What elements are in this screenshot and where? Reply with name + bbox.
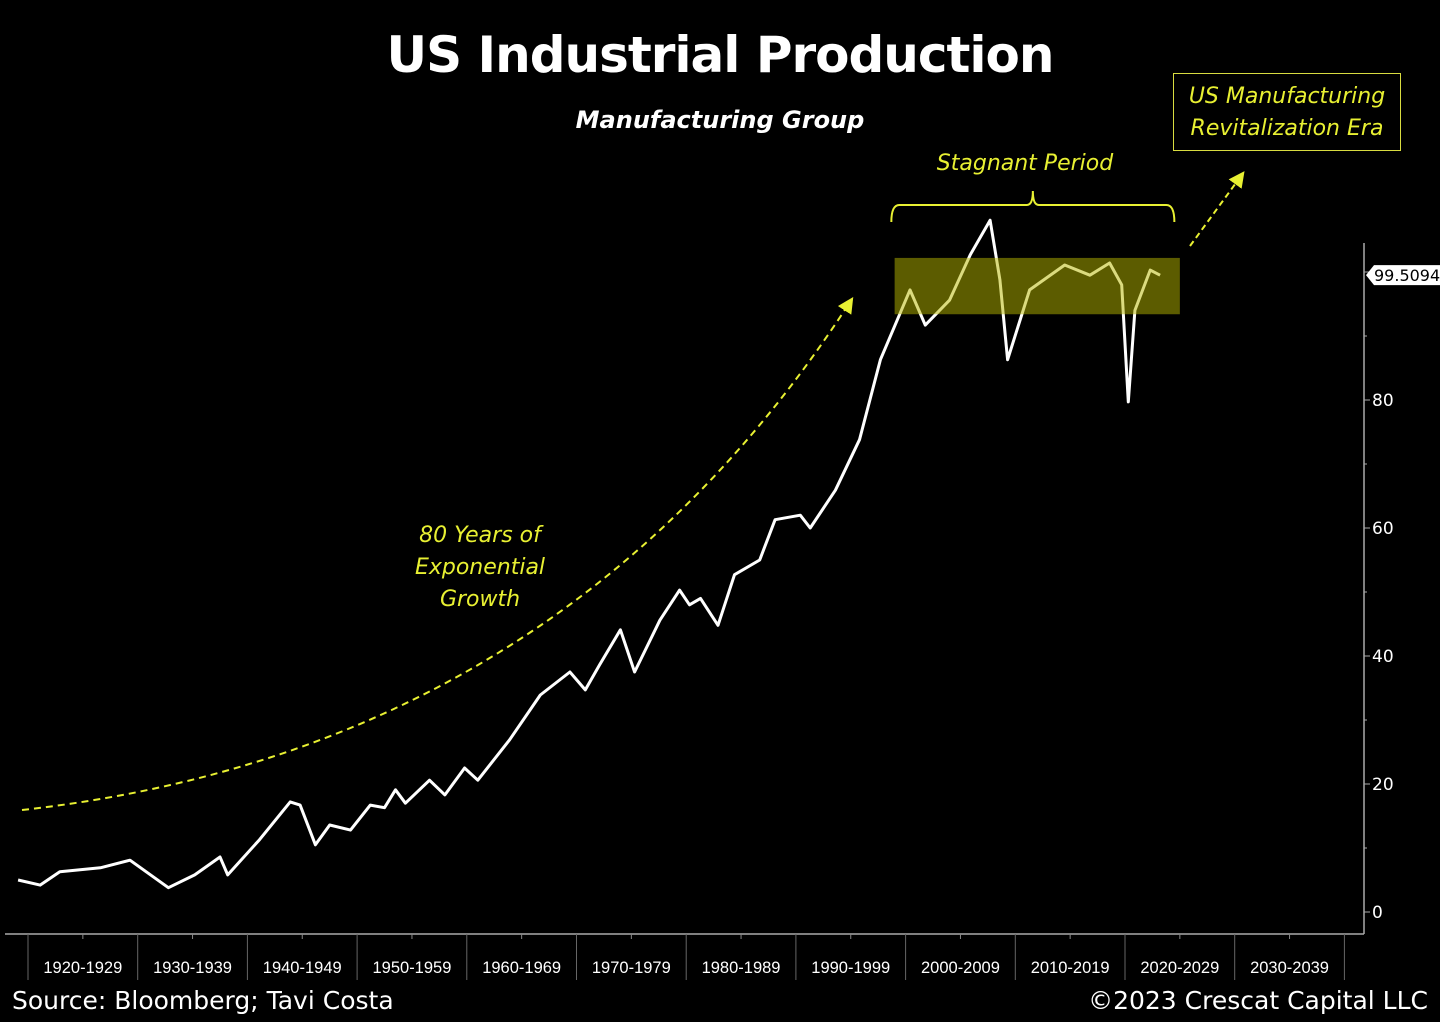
x-tick-label: 1980-1989	[702, 959, 781, 977]
annotation-revitalization-era: US Manufacturing Revitalization Era	[1173, 73, 1401, 151]
copyright-note: ©2023 Crescat Capital LLC	[1088, 986, 1428, 1015]
x-tick-label: 1930-1939	[153, 959, 232, 977]
last-value-label: 99.5094	[1374, 266, 1440, 285]
chart-subtitle: Manufacturing Group	[575, 106, 865, 134]
growth-arrow	[21, 296, 854, 811]
chart-title: US Industrial Production	[386, 26, 1054, 84]
annotation-line: 80 Years of	[419, 523, 541, 548]
annotation-stagnant-period: Stagnant Period	[936, 151, 1114, 176]
annotation-line: Exponential	[414, 555, 546, 580]
series-line	[17, 218, 1161, 890]
x-tick-label: 1920-1929	[43, 959, 122, 977]
x-tick-label: 2000-2009	[921, 959, 1000, 977]
y-tick-label: 40	[1372, 647, 1394, 667]
stagnant-highlight-band	[894, 257, 1180, 315]
annotation-line: Growth	[439, 587, 521, 612]
x-tick-label: 2020-2029	[1140, 959, 1219, 977]
y-tick-label: 0	[1372, 903, 1383, 923]
x-tick-label: 2010-2019	[1031, 959, 1110, 977]
x-tick-label: 1960-1969	[482, 959, 561, 977]
y-tick-label: 60	[1372, 519, 1394, 539]
x-tick-label: 2030-2039	[1250, 959, 1329, 977]
source-note: Source: Bloomberg; Tavi Costa	[12, 986, 394, 1015]
x-tick-label: 1990-1999	[811, 959, 890, 977]
annotation-line: Revitalization Era	[1190, 116, 1384, 141]
y-tick-label: 20	[1372, 775, 1394, 795]
stagnant-bracket	[890, 190, 1176, 223]
y-tick-label: 80	[1372, 391, 1394, 411]
annotation-line: US Manufacturing	[1188, 84, 1386, 109]
x-tick-label: 1950-1959	[372, 959, 451, 977]
revitalization-arrow	[1189, 171, 1245, 247]
x-tick-label: 1940-1949	[263, 959, 342, 977]
annotation-exponential-growth: 80 Years of Exponential Growth	[380, 520, 580, 616]
x-tick-label: 1970-1979	[592, 959, 671, 977]
last-value-badge	[1366, 265, 1440, 286]
